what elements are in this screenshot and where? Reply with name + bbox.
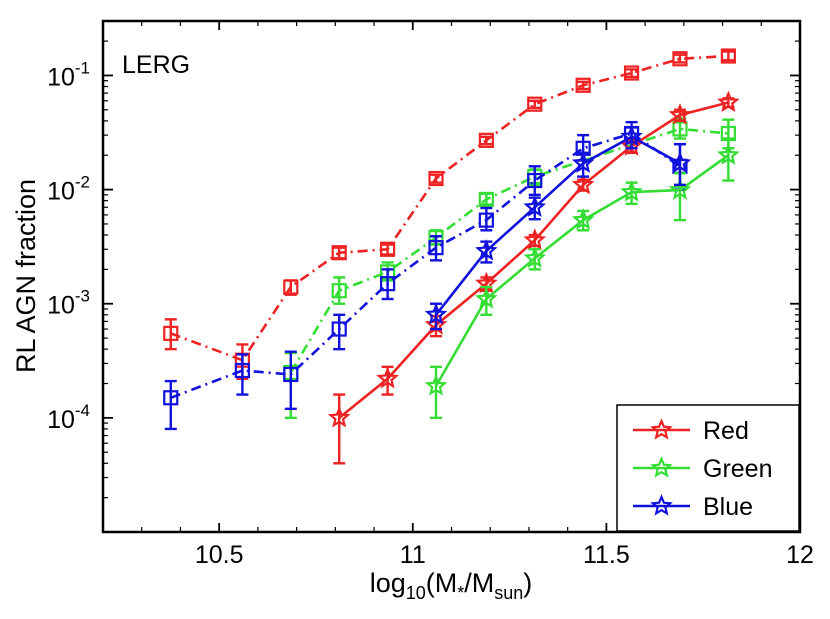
legend-label: Green xyxy=(703,455,772,483)
data-point xyxy=(283,366,299,383)
series-green-all-dash-dot- xyxy=(283,117,736,420)
legend-item-blue: Blue xyxy=(633,493,753,521)
data-point xyxy=(623,65,640,81)
data-point xyxy=(283,279,299,295)
data-point xyxy=(424,302,448,325)
data-point xyxy=(478,191,494,208)
data-point xyxy=(527,172,543,189)
series-layer xyxy=(163,48,740,465)
legend-items: Red Green Blue xyxy=(633,417,772,521)
data-point xyxy=(571,151,595,173)
y-axis-title: RL AGN fraction xyxy=(11,179,41,373)
series-red xyxy=(327,90,740,465)
x-axis-title: log10(M*/Msun) xyxy=(370,568,533,603)
x-tick-label: 11.5 xyxy=(583,541,630,569)
data-point xyxy=(331,245,347,261)
data-point xyxy=(327,406,351,428)
data-point xyxy=(428,240,444,256)
data-point xyxy=(331,321,347,337)
x-tick-label: 12 xyxy=(786,541,814,569)
panel-label: LERG xyxy=(122,51,190,79)
data-point xyxy=(668,103,692,125)
data-point xyxy=(424,374,448,396)
data-point xyxy=(163,325,179,341)
legend-marker xyxy=(650,456,673,478)
data-point xyxy=(571,173,595,195)
series-line xyxy=(170,132,681,400)
series-line xyxy=(170,54,729,362)
legend-marker xyxy=(650,418,673,440)
data-point xyxy=(571,208,595,230)
series-blue xyxy=(424,124,692,331)
series-red-all-dash-dot- xyxy=(163,48,736,380)
data-point xyxy=(620,134,643,156)
data-point xyxy=(234,362,250,379)
data-point xyxy=(331,283,347,299)
series-line xyxy=(289,127,729,374)
legend-label: Blue xyxy=(703,493,753,521)
data-point xyxy=(380,276,396,292)
data-point xyxy=(475,287,498,309)
data-point xyxy=(672,121,688,137)
data-point xyxy=(376,366,399,389)
legend-marker xyxy=(650,494,673,516)
data-point xyxy=(575,77,591,93)
data-point xyxy=(668,151,692,173)
ticks-layer: 10.5 11 11.5 12 10-4 10-3 10-2 10-1 xyxy=(47,21,814,569)
data-point xyxy=(527,96,543,112)
legend-item-green: Green xyxy=(633,455,772,483)
data-point xyxy=(668,178,692,200)
y-tick-label: 10-2 xyxy=(47,173,90,206)
data-point xyxy=(428,170,444,187)
data-point xyxy=(475,239,498,261)
legend: Red Green Blue xyxy=(616,404,800,532)
data-point xyxy=(720,48,736,64)
data-point xyxy=(380,241,396,257)
series-green xyxy=(424,137,740,420)
data-point xyxy=(523,228,547,250)
x-tick-label: 11 xyxy=(400,541,426,569)
y-tick-label: 10-4 xyxy=(47,401,90,434)
y-tick-label: 10-3 xyxy=(47,287,90,320)
data-point xyxy=(478,212,494,228)
data-point xyxy=(478,132,494,148)
data-point xyxy=(523,195,547,217)
data-point xyxy=(620,180,643,202)
data-point xyxy=(523,246,546,268)
data-point xyxy=(717,90,740,113)
legend-item-red: Red xyxy=(633,417,749,445)
series-line xyxy=(434,135,681,316)
data-point xyxy=(620,124,643,147)
data-point xyxy=(672,51,688,67)
y-tick-label: 10-1 xyxy=(47,58,90,91)
data-point xyxy=(717,143,740,165)
x-tick-label: 10.5 xyxy=(195,541,244,569)
data-point xyxy=(163,390,179,406)
legend-label: Red xyxy=(703,417,749,445)
